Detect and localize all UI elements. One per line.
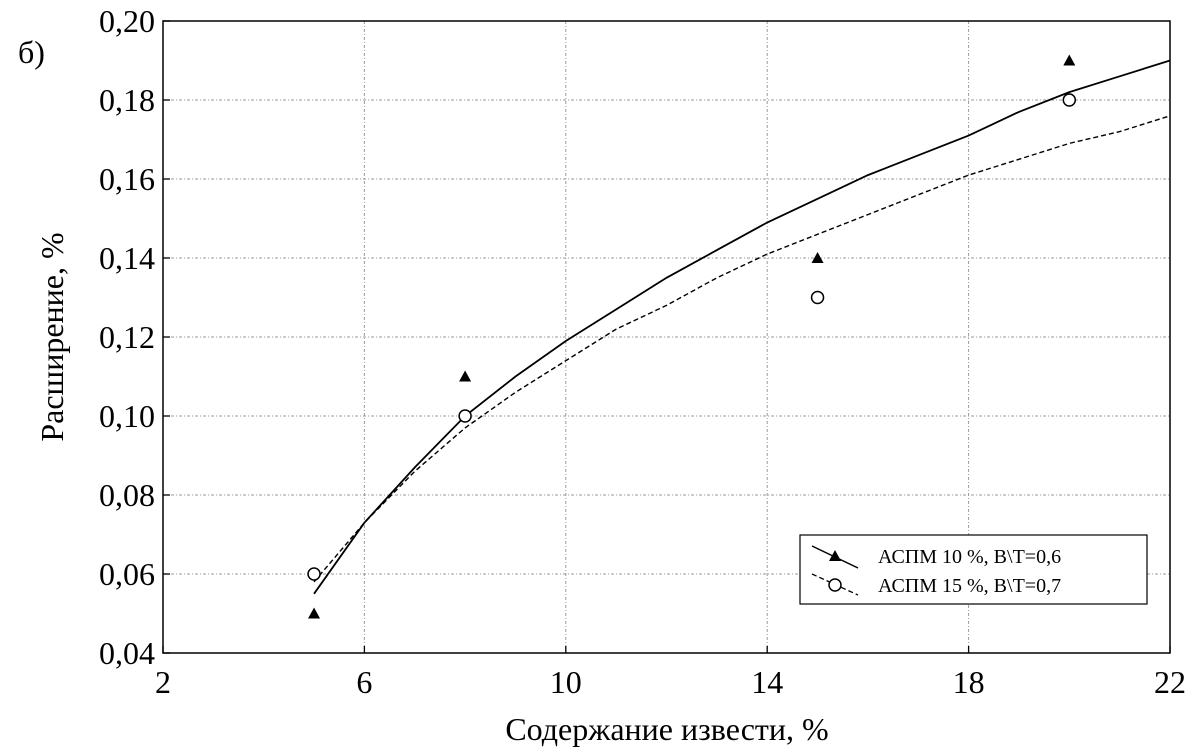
panel-label: б) [18, 34, 45, 70]
fit-lines [313, 59, 1171, 595]
legend: АСПМ 10 %, В\Т=0,6 АСПМ 15 %, В\Т=0,7 [799, 534, 1148, 605]
point-series-1 [1063, 54, 1076, 66]
x-tick-label: 2 [155, 664, 171, 700]
point-series-2 [810, 290, 825, 305]
data-points [307, 54, 1077, 619]
y-axis-ticks: 0,04 0,06 0,08 0,10 0,12 0,14 0,16 0,18 0,20 [99, 3, 170, 671]
legend-box [799, 534, 1148, 605]
y-tick-label: 0,18 [99, 82, 155, 118]
x-tick-label: 14 [751, 664, 783, 700]
legend-label-series-2: АСПМ 15 %, В\Т=0,7 [878, 575, 1061, 597]
point-series-1 [459, 370, 472, 382]
y-tick-label: 0,08 [99, 477, 155, 513]
point-series-1 [308, 607, 321, 619]
y-tick-label: 0,12 [99, 319, 155, 355]
grid [163, 21, 1170, 653]
legend-marker-circle [828, 578, 842, 592]
point-series-2 [458, 409, 472, 423]
fit-line-series-2 [313, 115, 1171, 583]
y-tick-label: 0,16 [99, 161, 155, 197]
point-series-2 [307, 567, 321, 581]
x-tick-label: 18 [953, 664, 985, 700]
y-tick-label: 0,14 [99, 240, 155, 276]
y-tick-label: 0,06 [99, 556, 155, 592]
x-tick-label: 22 [1154, 664, 1186, 700]
legend-marker-triangle [829, 550, 841, 561]
point-series-2 [1062, 93, 1077, 107]
x-tick-label: 6 [356, 664, 372, 700]
y-axis-title: Расширение, % [34, 232, 70, 441]
legend-label-series-1: АСПМ 10 %, В\Т=0,6 [878, 546, 1061, 568]
x-tick-label: 10 [550, 664, 582, 700]
y-tick-label: 0,10 [99, 398, 155, 434]
y-tick-label: 0,20 [99, 3, 155, 39]
x-axis-ticks: 2 6 10 14 18 22 [155, 646, 1186, 700]
fit-line-series-1 [313, 59, 1171, 595]
point-series-1 [811, 252, 824, 263]
y-tick-label: 0,04 [99, 635, 155, 671]
x-axis-title: Содержание извести, % [505, 711, 828, 747]
